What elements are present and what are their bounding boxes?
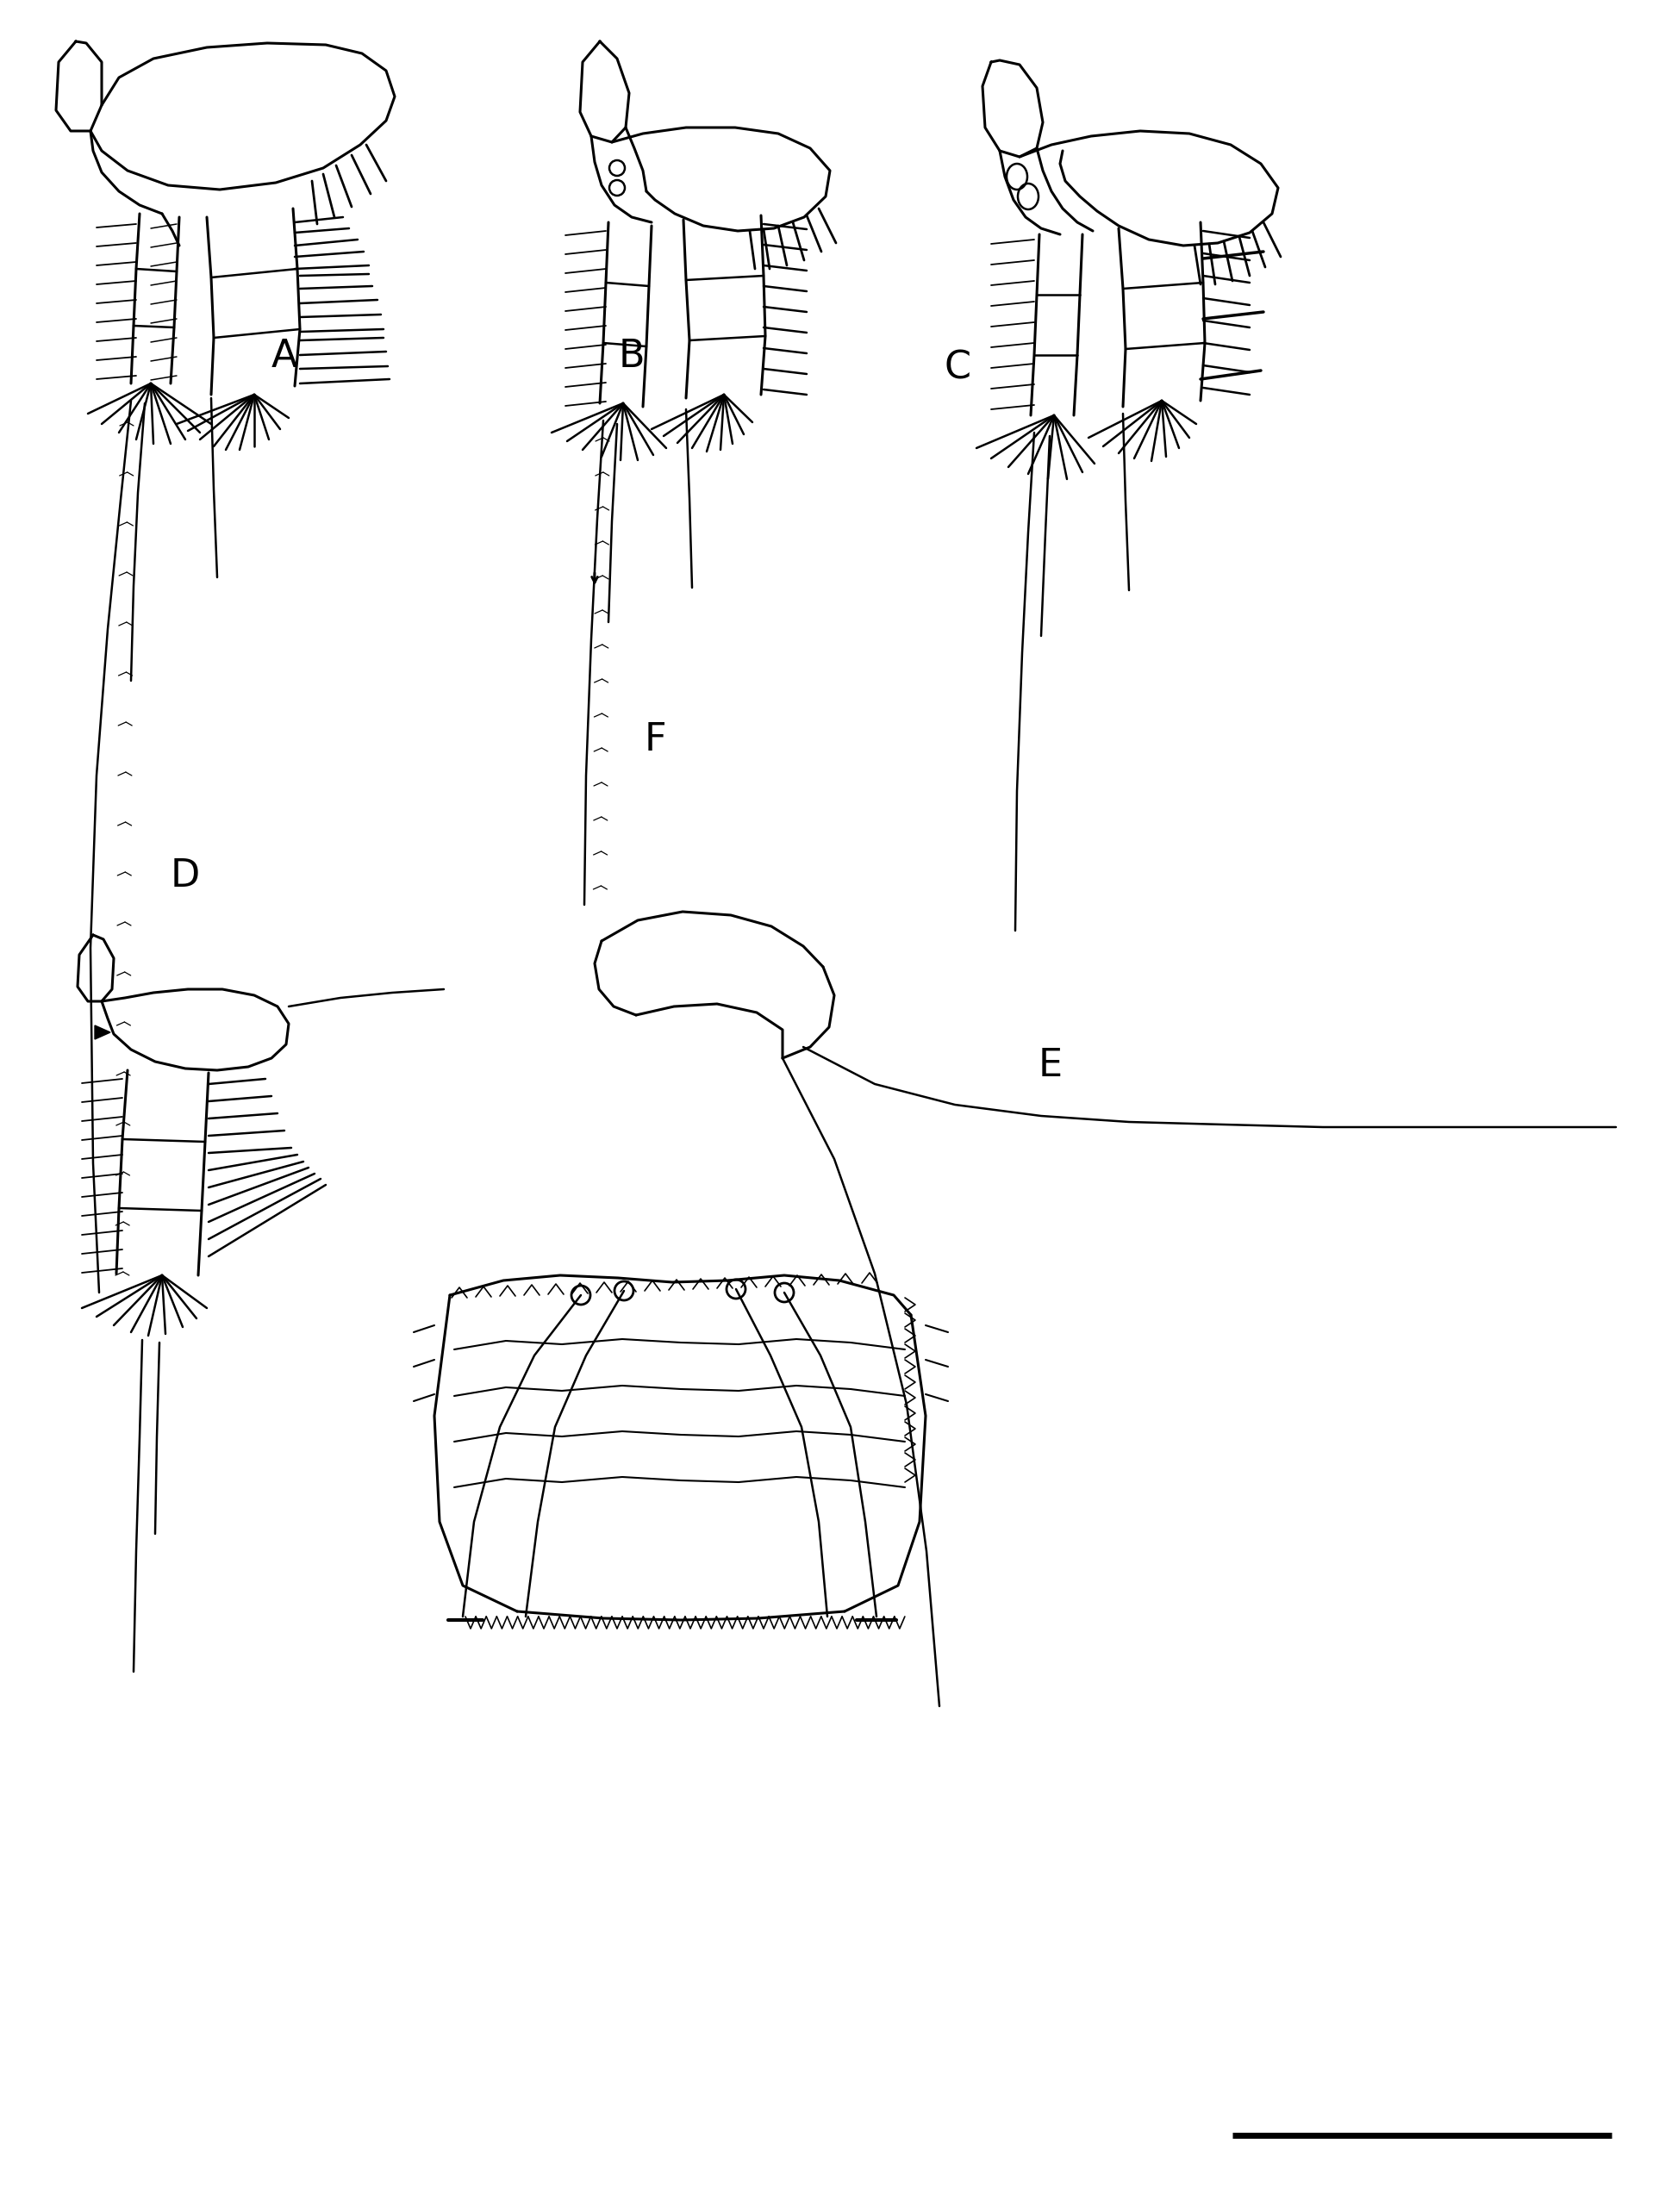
Text: F: F bbox=[645, 721, 666, 759]
Text: C: C bbox=[944, 349, 970, 387]
Text: E: E bbox=[1038, 1046, 1063, 1084]
Text: A: A bbox=[271, 338, 298, 374]
Text: D: D bbox=[170, 858, 200, 894]
Polygon shape bbox=[94, 1026, 111, 1040]
Text: B: B bbox=[618, 338, 645, 374]
